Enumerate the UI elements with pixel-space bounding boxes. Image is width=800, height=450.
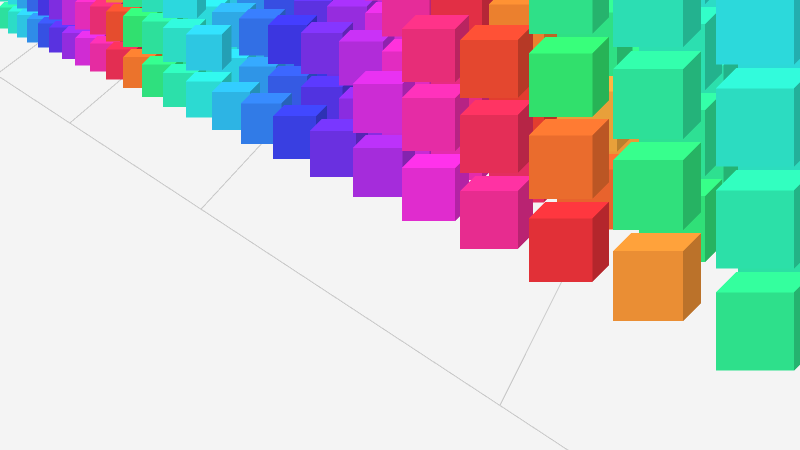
voxel-cube <box>716 169 800 269</box>
voxel-cube <box>613 50 702 139</box>
voxel-cube <box>402 153 470 221</box>
voxel-cube <box>716 68 800 167</box>
voxel-cube <box>162 0 206 18</box>
voxel-cube <box>716 0 800 65</box>
voxel-cube <box>613 141 702 230</box>
voxel-cube <box>529 201 610 282</box>
voxel-cube <box>185 25 232 71</box>
voxel-cube <box>529 36 610 117</box>
voxel-cube <box>716 271 800 371</box>
voxel-cube <box>613 233 702 322</box>
voxel-cube <box>529 119 610 199</box>
voxel-cube <box>460 100 534 174</box>
voxel-cube <box>529 0 610 34</box>
voxel-cube <box>613 0 702 48</box>
